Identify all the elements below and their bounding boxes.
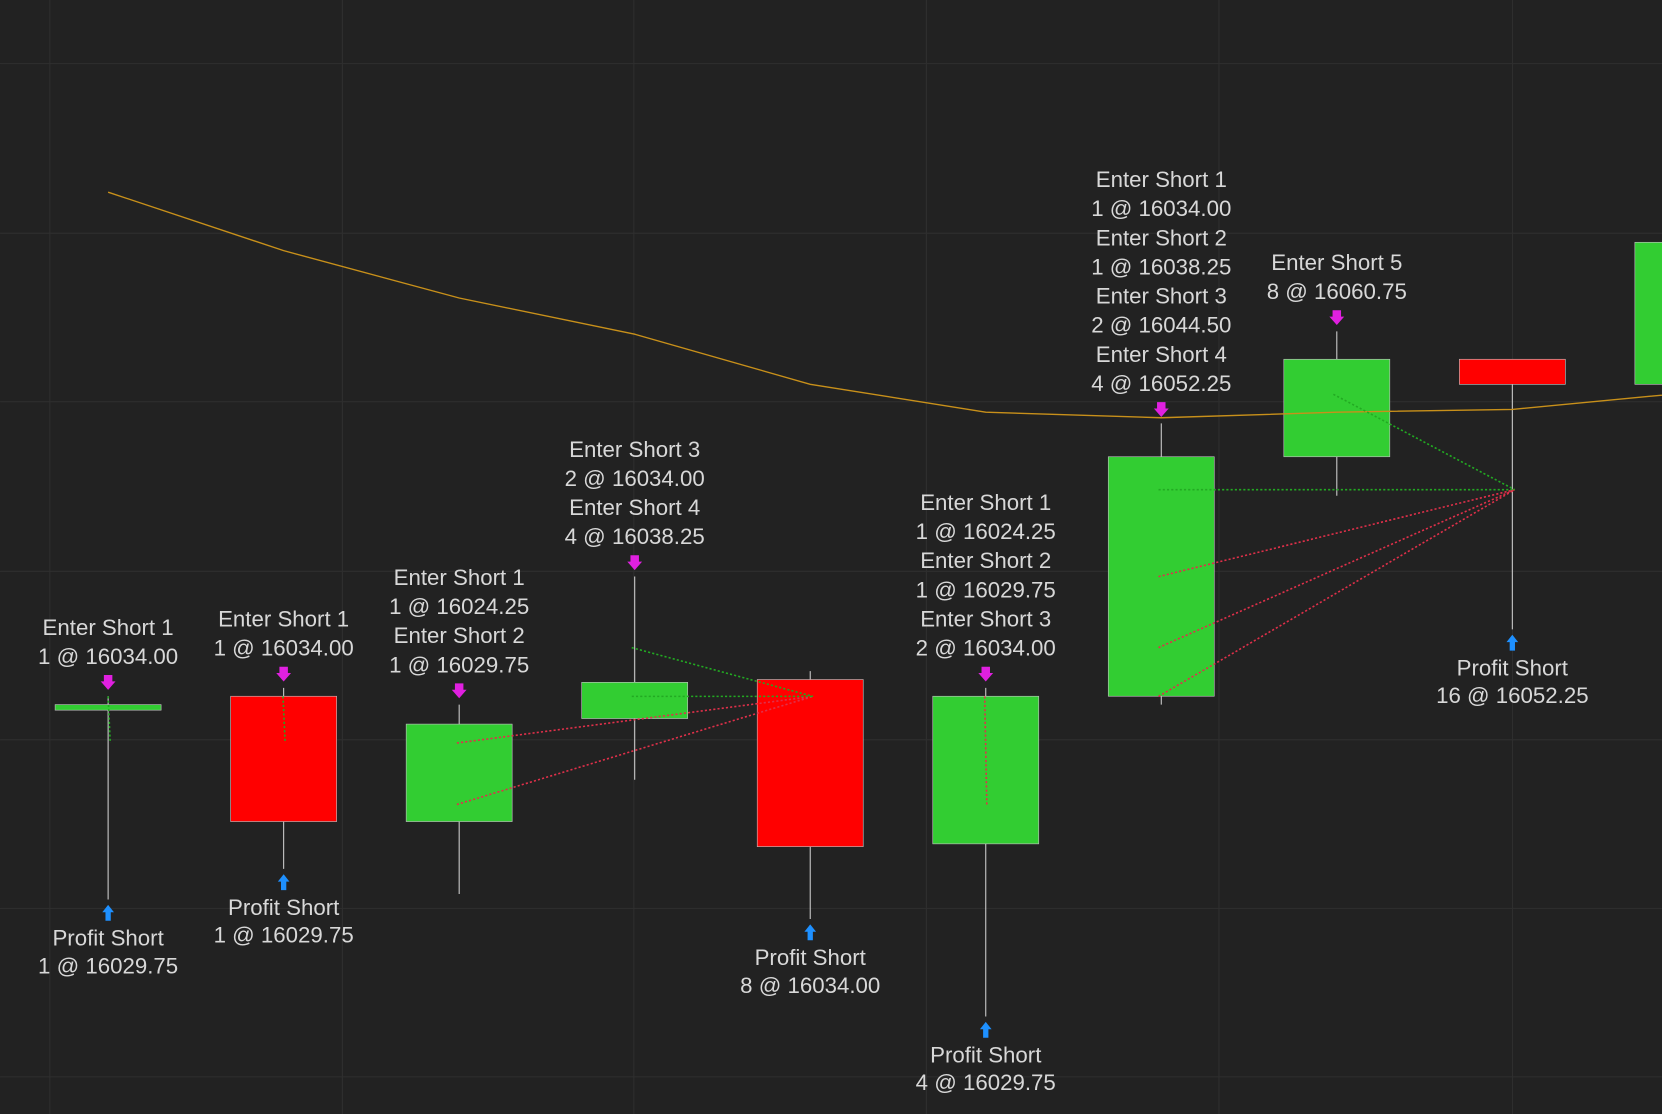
exit-label: Profit Short xyxy=(228,895,340,920)
entry-label: Enter Short 4 xyxy=(569,495,700,520)
exit-arrow xyxy=(1506,634,1519,651)
entry-label: Enter Short 3 xyxy=(569,437,700,462)
trade-line xyxy=(983,696,988,805)
trade-line xyxy=(456,695,814,744)
entry-label: 1 @ 16034.00 xyxy=(38,644,178,669)
exit-label: 16 @ 16052.25 xyxy=(1436,683,1589,708)
exit-label: 8 @ 16034.00 xyxy=(740,973,880,998)
entry-label: 1 @ 16029.75 xyxy=(389,652,529,677)
entry-arrow xyxy=(1329,310,1345,326)
exit-arrow xyxy=(804,924,817,941)
exit-arrow xyxy=(277,874,290,891)
exit-label: 4 @ 16029.75 xyxy=(916,1070,1056,1095)
entry-label: Enter Short 5 xyxy=(1271,250,1402,275)
entry-label: Enter Short 3 xyxy=(920,606,1051,631)
entry-label: 2 @ 16044.50 xyxy=(1091,313,1231,338)
trade-line xyxy=(1158,488,1515,578)
exit-label: Profit Short xyxy=(755,945,867,970)
entry-label: Enter Short 3 xyxy=(1096,284,1227,309)
entry-label: 1 @ 16034.00 xyxy=(1091,196,1231,221)
trade-line xyxy=(282,696,286,744)
candle-body xyxy=(1634,241,1662,385)
entry-label: Enter Short 2 xyxy=(1096,225,1227,250)
candle-body xyxy=(581,682,689,719)
exit-label: Profit Short xyxy=(930,1043,1042,1068)
entry-label: Enter Short 1 xyxy=(394,565,525,590)
entry-label: 1 @ 16024.25 xyxy=(389,594,529,619)
entry-label: Enter Short 2 xyxy=(394,623,525,648)
entry-label: Enter Short 1 xyxy=(218,606,349,631)
entry-arrow xyxy=(627,555,643,571)
candle-body xyxy=(1107,456,1215,697)
candle-body xyxy=(230,695,337,822)
candle-body xyxy=(756,679,864,847)
entry-arrow xyxy=(1153,402,1169,417)
entry-label: Enter Short 1 xyxy=(43,615,174,640)
entry-arrow xyxy=(978,666,994,682)
trade-line xyxy=(1333,393,1516,491)
entry-label: 2 @ 16034.00 xyxy=(916,636,1056,661)
exit-label: Profit Short xyxy=(52,926,164,951)
exit-label: Profit Short xyxy=(1457,656,1569,681)
entry-arrow xyxy=(276,666,292,682)
trade-line xyxy=(1158,489,1516,698)
entry-arrow xyxy=(100,675,116,690)
entry-label: 1 @ 16038.25 xyxy=(1091,254,1231,279)
entry-label: 8 @ 16060.75 xyxy=(1267,279,1407,304)
entry-label: 2 @ 16034.00 xyxy=(565,466,705,491)
candle-body xyxy=(405,723,513,822)
entry-label: 1 @ 16029.75 xyxy=(916,577,1056,602)
exit-arrow xyxy=(979,1021,992,1038)
entry-label: Enter Short 4 xyxy=(1096,342,1227,367)
moving-average-line xyxy=(107,191,1662,419)
candle-body xyxy=(1459,358,1566,385)
entry-label: Enter Short 1 xyxy=(920,490,1051,515)
entry-label: 4 @ 16038.25 xyxy=(565,524,705,549)
trade-line xyxy=(107,696,112,744)
entry-label: 4 @ 16052.25 xyxy=(1091,371,1231,396)
trade-line xyxy=(631,646,814,698)
entry-label: Enter Short 1 xyxy=(1096,167,1227,192)
trade-line xyxy=(456,695,814,806)
entry-arrow xyxy=(451,683,467,699)
candle-body xyxy=(1283,358,1391,458)
exit-arrow xyxy=(102,904,114,921)
entry-label: 1 @ 16034.00 xyxy=(214,636,354,661)
entry-label: 1 @ 16024.25 xyxy=(916,519,1056,544)
candles xyxy=(54,191,1662,1017)
entry-label: Enter Short 2 xyxy=(920,548,1051,573)
trade-line xyxy=(1158,488,1515,649)
trade-lines xyxy=(107,393,1516,806)
exit-label: 1 @ 16029.75 xyxy=(214,923,354,948)
exit-label: 1 @ 16029.75 xyxy=(38,953,178,978)
